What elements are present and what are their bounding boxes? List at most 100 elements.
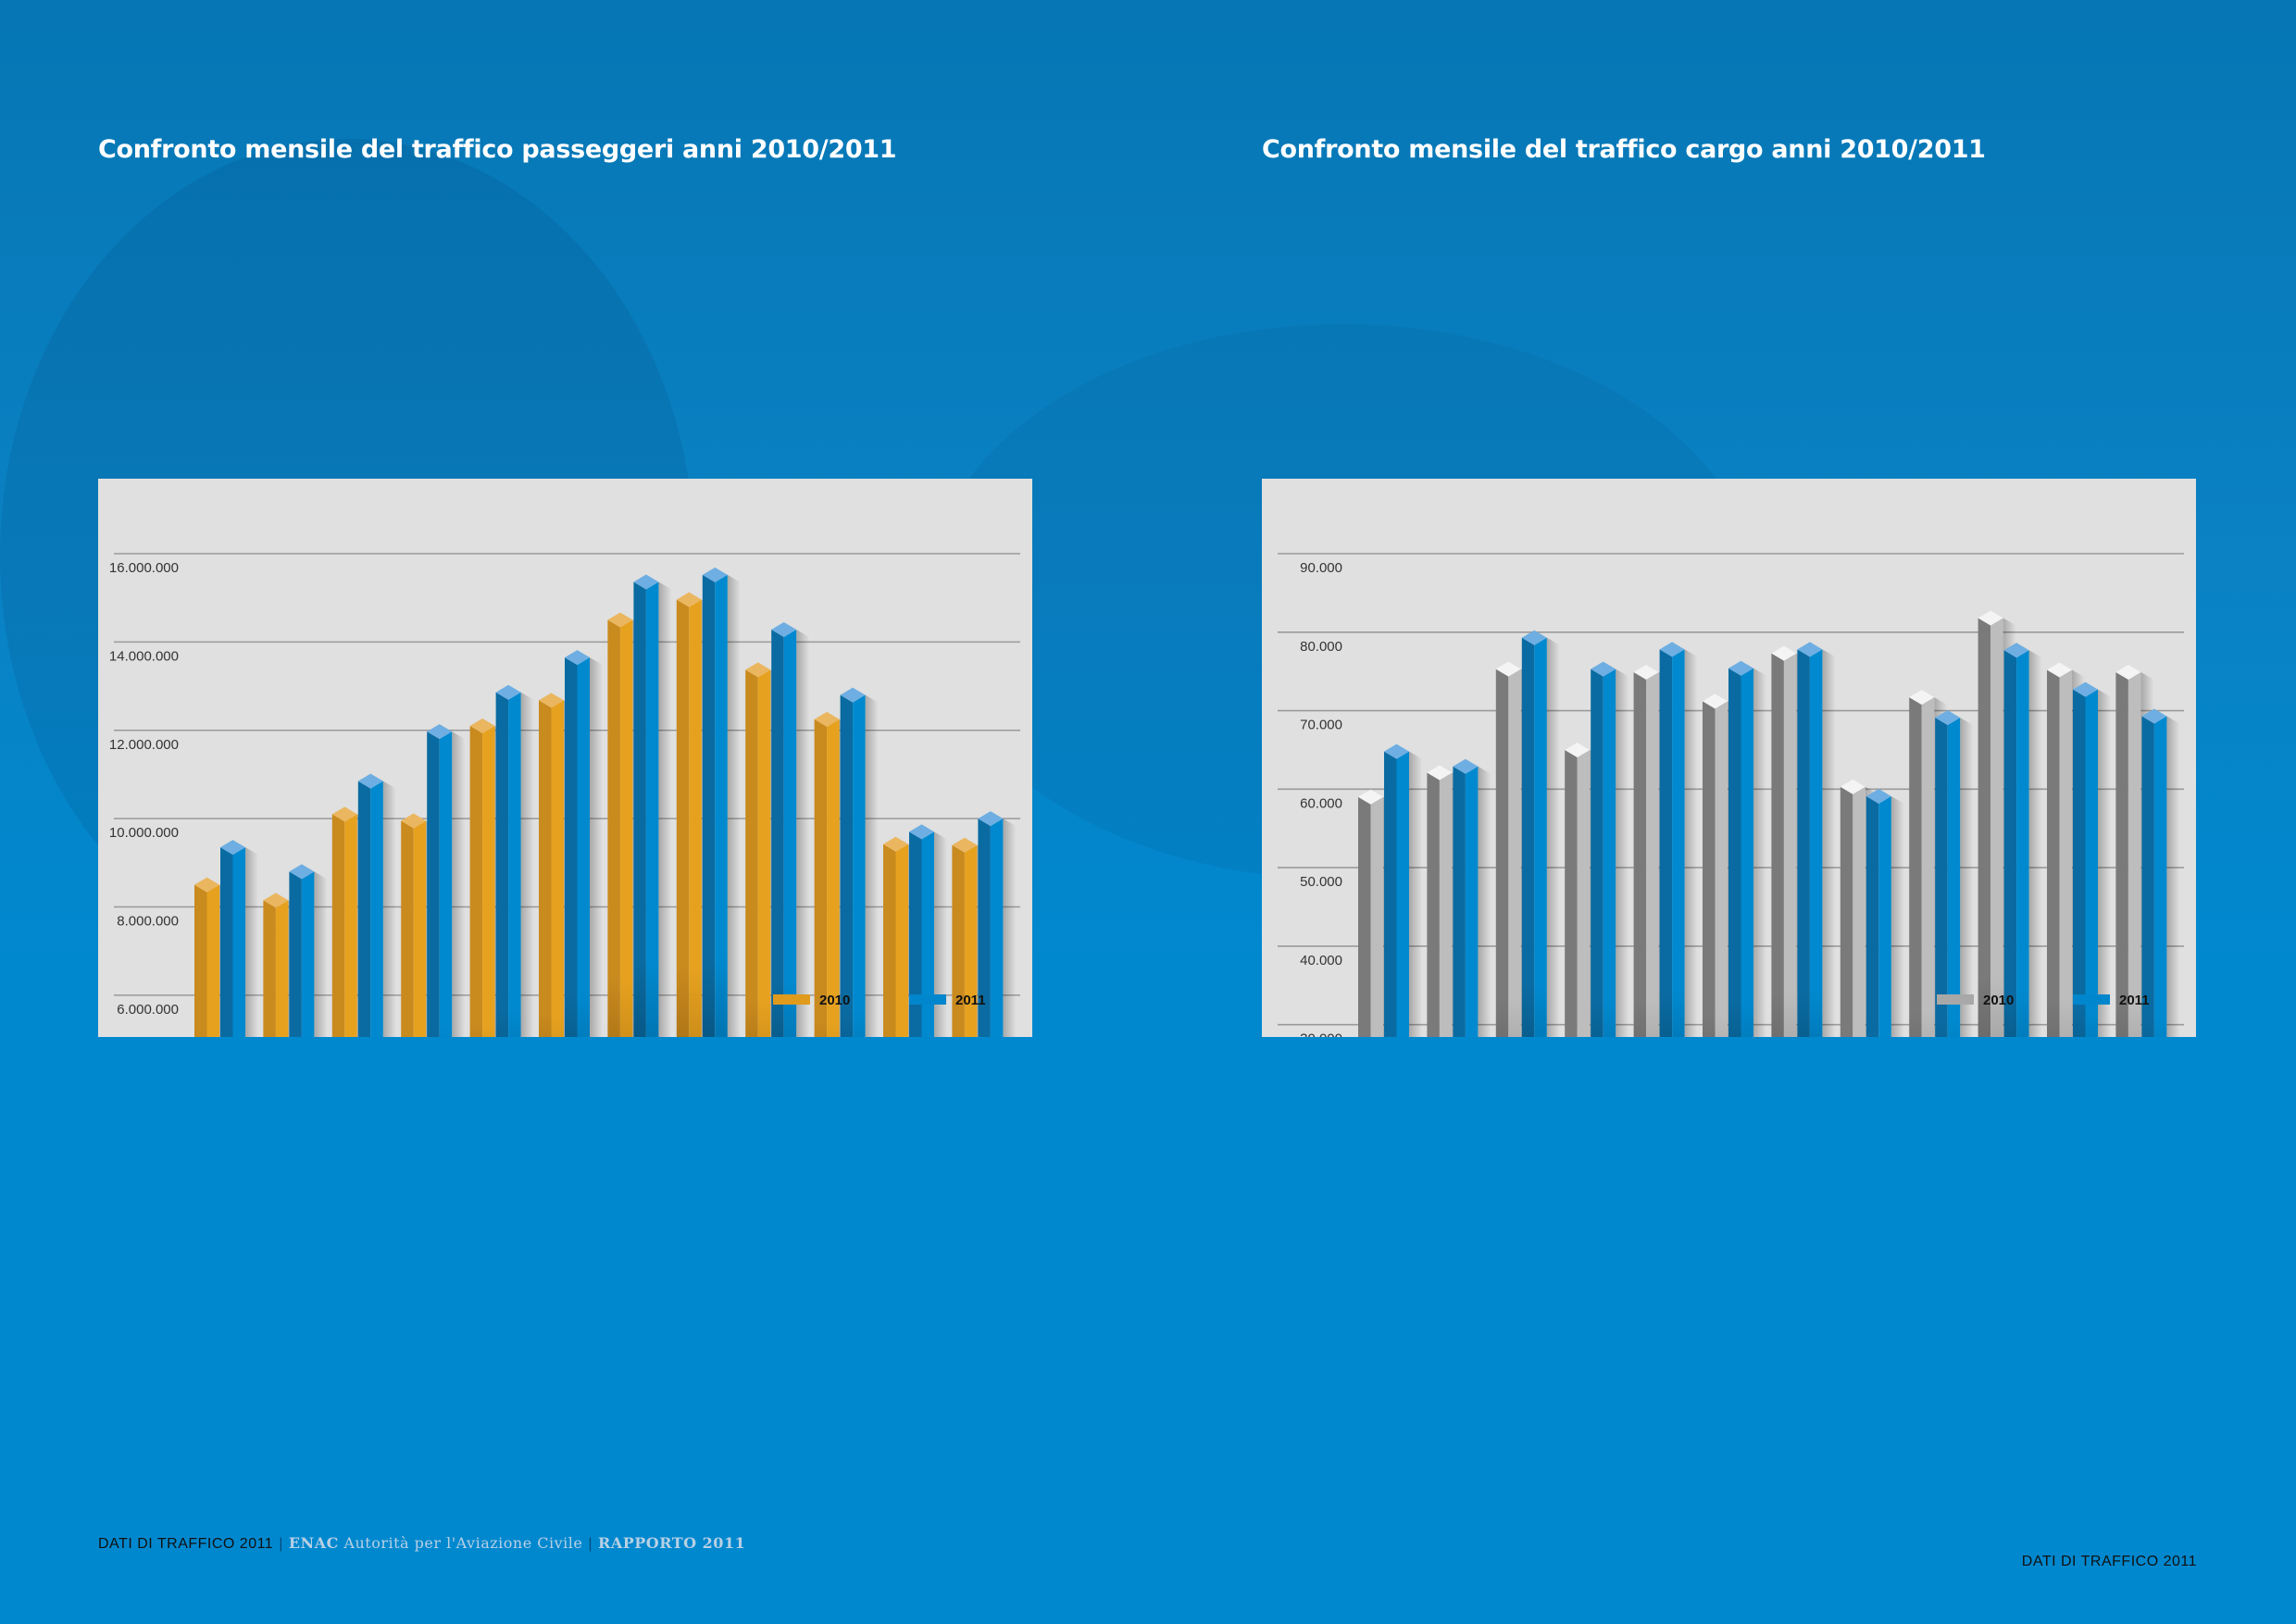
legend-swatch-2011	[2073, 994, 2110, 1005]
bar-right-face	[619, 619, 633, 1037]
bar-right-face	[1577, 749, 1591, 1037]
bar-2011-mag	[1659, 642, 1698, 1037]
bar-shadow	[865, 694, 879, 1037]
bar-right-face	[577, 657, 590, 1037]
bar-left-face	[745, 669, 758, 1037]
bar-top-face	[401, 813, 427, 829]
bar-top-face	[565, 650, 590, 666]
bar-left-face	[1771, 653, 1784, 1037]
bar-2011-ago	[702, 567, 741, 1037]
bar-top-face	[1591, 661, 1616, 677]
bar-left-face	[2003, 650, 2017, 1037]
bar-top-face	[495, 684, 521, 700]
bar-top-face	[2073, 681, 2098, 697]
bar-left-face	[469, 725, 483, 1037]
bar-right-face	[2059, 669, 2072, 1037]
bar-shadow	[382, 781, 396, 1037]
bar-right-face	[1741, 668, 1753, 1037]
bar-top-face	[1935, 710, 1961, 726]
y-tick-label: 16.000.000	[109, 560, 179, 576]
bar-right-face	[1439, 772, 1453, 1037]
bar-top-face	[1978, 610, 2003, 626]
bar-left-face	[676, 599, 690, 1037]
bar-left-face	[883, 843, 896, 1037]
bar-shadow	[1822, 649, 1836, 1037]
bar-left-face	[1384, 751, 1397, 1037]
footer-enac-full: Autorità per l'Aviazione Civile	[343, 1534, 583, 1552]
bar-left-face	[539, 700, 552, 1037]
footer-right: DATI DI TRAFFICO 2011	[2021, 1554, 2197, 1569]
bar-shadow	[796, 630, 810, 1037]
bar-top-face	[702, 567, 728, 582]
bar-2011-mar	[357, 773, 396, 1037]
bar-2011-set	[1935, 710, 1974, 1037]
bar-right-face	[1809, 649, 1823, 1037]
bar-right-face	[827, 718, 840, 1037]
bar-left-face	[1453, 766, 1466, 1037]
bar-2011-mag	[495, 684, 534, 1037]
bar-top-face	[2003, 643, 2029, 658]
bar-left-face	[607, 619, 620, 1037]
bar-top-face	[607, 612, 633, 628]
y-tick-label: 40.000	[1300, 953, 1342, 968]
bar-right-face	[715, 574, 728, 1037]
bar-top-face	[676, 592, 702, 607]
bar-2011-lug	[1797, 642, 1836, 1037]
bar-top-face	[1521, 630, 1547, 645]
bar-top-face	[427, 724, 453, 740]
bar-right-face	[783, 630, 797, 1037]
bar-left-face	[331, 814, 345, 1037]
bar-shadow	[1890, 795, 1904, 1037]
bar-shadow	[590, 657, 603, 1037]
bar-2011-apr	[1591, 661, 1629, 1037]
bar-right-face	[232, 847, 245, 1037]
bar-top-face	[289, 864, 315, 880]
footer-left: DATI DI TRAFFICO 2011 | ENAC Autorità per …	[98, 1534, 745, 1553]
bar-left-face	[2073, 689, 2086, 1037]
bar-top-face	[194, 877, 219, 893]
bar-left-face	[1797, 649, 1810, 1037]
bar-left-face	[771, 630, 784, 1037]
bar-left-face	[1703, 701, 1716, 1037]
bar-right-face	[413, 820, 427, 1037]
bar-shadow	[452, 731, 466, 1037]
bar-right-face	[1783, 653, 1797, 1037]
bar-right-face	[1370, 796, 1383, 1037]
bar-2011-giu	[565, 650, 603, 1037]
bar-shadow	[1546, 637, 1560, 1037]
bar-right-face	[275, 900, 289, 1037]
bar-shadow	[1409, 751, 1422, 1037]
legend-swatch-2010	[773, 994, 810, 1005]
bar-shadow	[1960, 718, 1974, 1037]
bar-top-face	[1703, 693, 1728, 709]
passenger-chart-title: Confronto mensile del traffico passegger…	[98, 135, 897, 164]
bar-right-face	[1396, 751, 1409, 1037]
passenger-chart: 02.000.0004.000.0006.000.0008.000.00010.…	[109, 553, 1020, 1037]
bar-right-face	[1646, 672, 1659, 1037]
bar-left-face	[1866, 795, 1879, 1037]
cargo-chart-title: Confronto mensile del traffico cargo ann…	[1262, 135, 1986, 164]
legend-label-2011: 2011	[955, 993, 986, 1008]
bar-top-face	[952, 837, 978, 853]
bar-2011-feb	[289, 864, 328, 1037]
bar-right-face	[895, 843, 908, 1037]
bar-right-face	[1853, 786, 1866, 1037]
bar-2011-dic	[978, 811, 1017, 1037]
bar-left-face	[2047, 669, 2060, 1037]
bar-2011-nov	[2073, 681, 2111, 1037]
bar-right-face	[301, 871, 315, 1037]
bar-left-face	[427, 731, 440, 1037]
bar-left-face	[1978, 618, 1991, 1037]
bar-top-face	[1771, 645, 1797, 661]
bar-left-face	[814, 718, 828, 1037]
bar-left-face	[1358, 796, 1371, 1037]
bar-right-face	[344, 814, 357, 1037]
bar-left-face	[1909, 697, 1922, 1037]
cargo-chart-panel: 010.00020.00030.00040.00050.00060.00070.…	[1262, 479, 2196, 1037]
bar-top-face	[1728, 660, 1753, 676]
bar-top-face	[840, 687, 866, 703]
bar-2011-giu	[1728, 660, 1766, 1037]
bar-left-face	[495, 692, 509, 1037]
bar-left-face	[952, 844, 965, 1037]
y-tick-label: 14.000.000	[109, 648, 179, 664]
